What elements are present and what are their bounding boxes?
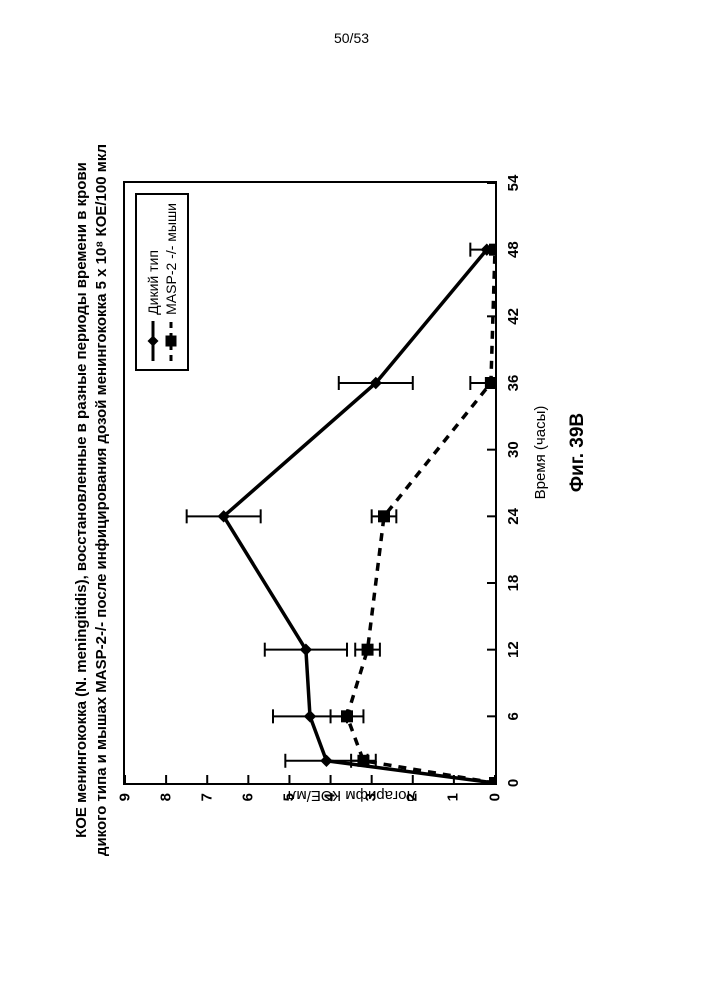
- chart-wrapper: КОЕ менингококка (N. meningitidis), восс…: [72, 120, 632, 880]
- chart-title-line2: дикого типа и мышах MASP-2-/- после инфи…: [93, 144, 110, 856]
- y-tick-label: 0: [486, 793, 503, 801]
- y-tick-label: 6: [239, 793, 256, 801]
- y-tick-label: 7: [198, 793, 215, 801]
- y-tick-label: 2: [403, 793, 420, 801]
- x-tick-label: 18: [504, 575, 521, 592]
- legend-label: MASP-2 -/- мыши: [162, 203, 178, 315]
- y-tick-label: 4: [321, 793, 338, 801]
- x-tick-label: 42: [504, 308, 521, 325]
- legend-label: Дикий тип: [144, 250, 160, 315]
- y-tick-label: 3: [362, 793, 379, 801]
- x-tick-label: 24: [504, 508, 521, 525]
- x-tick-label: 12: [504, 641, 521, 658]
- x-tick-label: 48: [504, 241, 521, 258]
- chart-title-line1: КОЕ менингококка (N. meningitidis), восс…: [73, 162, 90, 838]
- legend: Дикий типMASP-2 -/- мыши: [134, 193, 188, 371]
- x-tick-label: 0: [504, 779, 521, 787]
- legend-row: Дикий тип: [144, 203, 160, 361]
- legend-row: MASP-2 -/- мыши: [162, 203, 178, 361]
- page-number: 50/53: [334, 30, 369, 46]
- y-tick-label: 9: [116, 793, 133, 801]
- x-tick-label: 54: [504, 175, 521, 192]
- x-tick-label: 6: [504, 712, 521, 720]
- y-tick-label: 1: [444, 793, 461, 801]
- x-axis-label: Время (часы): [531, 120, 548, 785]
- y-tick-label: 8: [157, 793, 174, 801]
- legend-swatch: [145, 321, 159, 361]
- figure-label: Фиг. 39B: [566, 120, 588, 785]
- plot-area: Дикий типMASP-2 -/- мыши 061218243036424…: [122, 181, 496, 785]
- y-axis-label: Логарифм КОЕ/мл: [287, 787, 416, 804]
- y-tick-label: 5: [280, 793, 297, 801]
- chart-container: КОЕ менингококка (N. meningitidis), восс…: [72, 120, 632, 880]
- legend-swatch: [163, 321, 177, 361]
- x-tick-label: 30: [504, 441, 521, 458]
- chart-title: КОЕ менингококка (N. meningitidis), восс…: [72, 120, 113, 880]
- x-tick-label: 36: [504, 375, 521, 392]
